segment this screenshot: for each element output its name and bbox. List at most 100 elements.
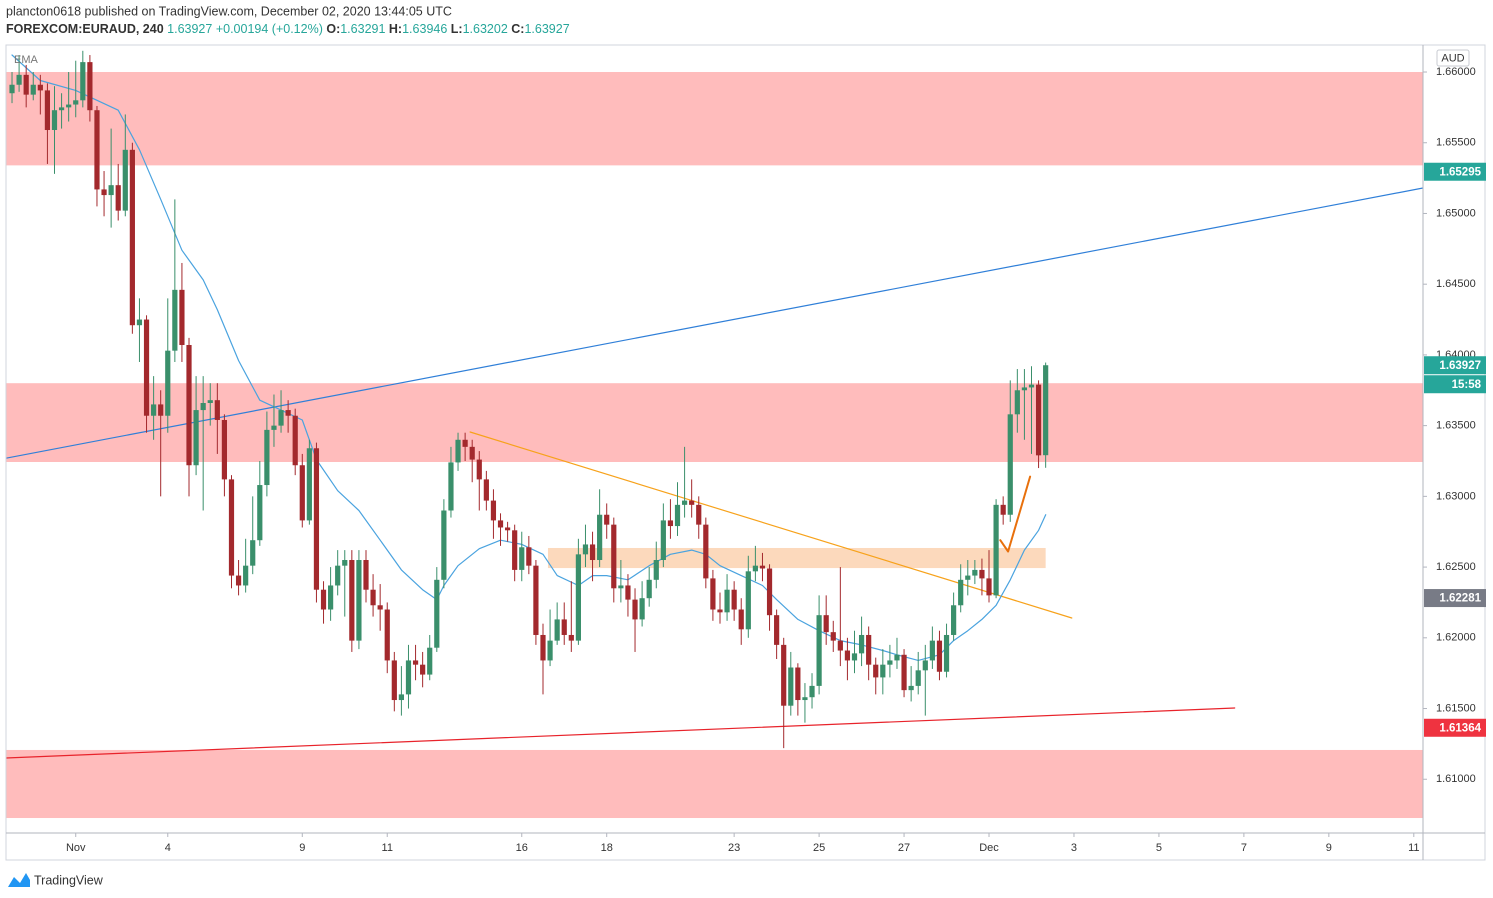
candle-body xyxy=(547,640,553,661)
candle-body xyxy=(23,74,29,95)
candle-body xyxy=(179,289,185,346)
x-tick-label: 16 xyxy=(516,842,528,854)
candle-body xyxy=(490,500,497,521)
candle-body xyxy=(250,540,256,566)
candle-body xyxy=(363,560,369,590)
candle-body xyxy=(774,615,780,645)
candle-body xyxy=(342,560,348,566)
candle-body xyxy=(328,585,334,610)
axes: 1.61000 1.61500 1.62000 1.62500 1.63000 1.635… xyxy=(66,66,1476,854)
candle-body xyxy=(101,189,107,196)
candle-body xyxy=(427,647,433,675)
y-tick-label: 1.63000 xyxy=(1436,490,1476,502)
candle-body xyxy=(958,579,964,606)
candle-body xyxy=(228,479,235,576)
logo-icon xyxy=(8,873,30,887)
candle-body xyxy=(1021,387,1028,391)
candle-body xyxy=(235,575,242,586)
candle-body xyxy=(759,565,766,569)
candle-body xyxy=(483,479,489,501)
candle-body xyxy=(151,404,157,416)
candle-body xyxy=(830,632,836,641)
candle-body xyxy=(781,644,787,706)
candle-body xyxy=(313,448,320,590)
candle-body xyxy=(455,439,461,463)
candle-body xyxy=(689,500,695,505)
x-tick-label: 4 xyxy=(165,842,171,854)
candle-body xyxy=(476,459,482,480)
candle-body xyxy=(9,84,15,94)
candle-body xyxy=(434,579,440,648)
candle-body xyxy=(73,100,79,105)
candle-body xyxy=(951,605,957,635)
x-tick-label: 11 xyxy=(1408,842,1419,854)
candle-body xyxy=(731,589,737,610)
candle-body xyxy=(575,554,581,641)
candle-body xyxy=(674,504,681,527)
trend-line xyxy=(6,707,1236,759)
y-tick-label: 1.63500 xyxy=(1436,420,1476,432)
candle-body xyxy=(646,579,652,599)
candle-body xyxy=(122,149,128,211)
x-tick-label: 7 xyxy=(1241,842,1247,854)
ohlc-label: C: xyxy=(511,22,524,36)
candle-body xyxy=(504,527,511,531)
candle-body xyxy=(243,565,249,586)
candle-body xyxy=(738,609,744,630)
price-tag xyxy=(1424,718,1486,737)
x-tick-label: 3 xyxy=(1071,842,1077,854)
candle-body xyxy=(703,524,709,579)
candle-body xyxy=(412,660,419,665)
candle-body xyxy=(384,609,390,661)
candle-body xyxy=(1028,384,1035,388)
candle-body xyxy=(844,650,851,661)
candle-body xyxy=(278,410,284,426)
countdown-tag xyxy=(1424,375,1486,394)
open-value: 1.63291 xyxy=(340,22,385,36)
y-tick-label: 1.66000 xyxy=(1436,66,1476,78)
candle-body xyxy=(87,62,93,111)
candle-body xyxy=(965,575,971,580)
candle-body xyxy=(66,104,72,108)
candle-body xyxy=(880,664,886,678)
candle-body xyxy=(405,660,412,695)
candle-body xyxy=(660,520,666,561)
candle-body xyxy=(214,400,220,420)
candle-body xyxy=(448,462,454,511)
ema-line xyxy=(11,54,1047,661)
high-value: 1.63946 xyxy=(402,22,447,36)
candle-body xyxy=(335,565,341,586)
candle-body xyxy=(1014,390,1020,415)
candle-body xyxy=(943,634,950,672)
candle-body xyxy=(497,520,504,528)
candle-body xyxy=(986,578,992,596)
candle-body xyxy=(795,667,801,701)
candle-body xyxy=(696,504,702,525)
trend-line xyxy=(6,187,1423,459)
candle-body xyxy=(519,547,525,570)
candle-body xyxy=(186,345,192,466)
plot-area xyxy=(6,50,1423,819)
candle-body xyxy=(710,578,716,610)
candle-body xyxy=(993,504,999,596)
change: +0.00194 (+0.12%) xyxy=(216,22,323,36)
candle-body xyxy=(809,685,815,698)
x-tick-label: 5 xyxy=(1156,842,1162,854)
price-tag-label: 1.65295 xyxy=(1439,166,1481,178)
candle-body xyxy=(462,439,468,447)
candle-body xyxy=(108,185,114,196)
candle-body xyxy=(901,654,907,691)
candle-body xyxy=(356,560,362,641)
candle-body xyxy=(667,520,674,527)
last-price: 1.63927 xyxy=(167,22,212,36)
candle-body xyxy=(568,634,574,641)
x-tick-label: 27 xyxy=(898,842,910,854)
candle-body xyxy=(51,110,58,131)
candle-body xyxy=(766,568,773,616)
candle-body xyxy=(136,319,143,326)
candle-body xyxy=(349,560,355,641)
candle-body xyxy=(823,615,829,633)
candle-body xyxy=(306,448,312,521)
indicator-label: EMA xyxy=(14,54,39,66)
